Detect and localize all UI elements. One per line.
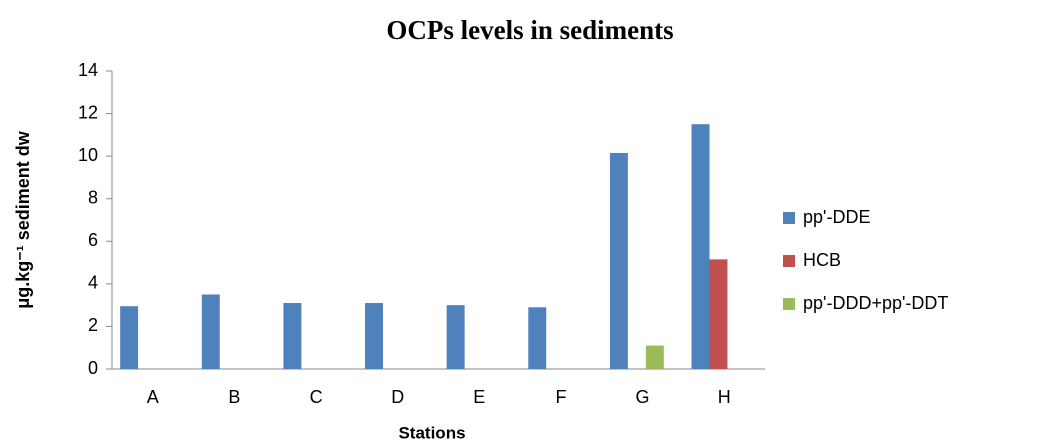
bar <box>201 294 220 369</box>
y-tick-label: 4 <box>88 273 98 293</box>
bar <box>645 345 664 369</box>
y-tick-label: 10 <box>78 145 98 165</box>
y-tick-label: 6 <box>88 230 98 250</box>
y-tick-label: 12 <box>78 102 98 122</box>
y-tick-label: 8 <box>88 187 98 207</box>
chart-title: OCPs levels in sediments <box>386 15 673 45</box>
legend-label: pp'-DDE <box>803 207 870 227</box>
y-tick-label: 14 <box>78 60 98 80</box>
x-tick-label: B <box>228 387 240 407</box>
legend-label: HCB <box>803 250 841 270</box>
x-tick-label: C <box>310 387 323 407</box>
bar <box>446 305 465 369</box>
bar <box>609 152 628 369</box>
bar <box>691 124 710 369</box>
y-tick-label: 2 <box>88 315 98 335</box>
legend-swatch <box>783 298 795 310</box>
x-tick-label: E <box>473 387 485 407</box>
x-tick-label: F <box>555 387 566 407</box>
x-tick-label: H <box>718 387 731 407</box>
x-tick-label: G <box>636 387 650 407</box>
y-axis-label: μg.kg⁻¹ sediment dw <box>13 130 33 309</box>
legend-label: pp'-DDD+pp'-DDT <box>803 293 948 313</box>
bar <box>283 303 302 369</box>
x-tick-label: A <box>147 387 159 407</box>
bar <box>120 306 139 369</box>
bar <box>528 307 547 369</box>
x-axis-label: Stations <box>398 423 465 442</box>
bar <box>365 303 383 369</box>
y-tick-label: 0 <box>88 358 98 378</box>
legend-swatch <box>783 255 795 267</box>
x-tick-label: D <box>391 387 404 407</box>
bar <box>709 259 728 369</box>
legend-swatch <box>783 212 795 224</box>
